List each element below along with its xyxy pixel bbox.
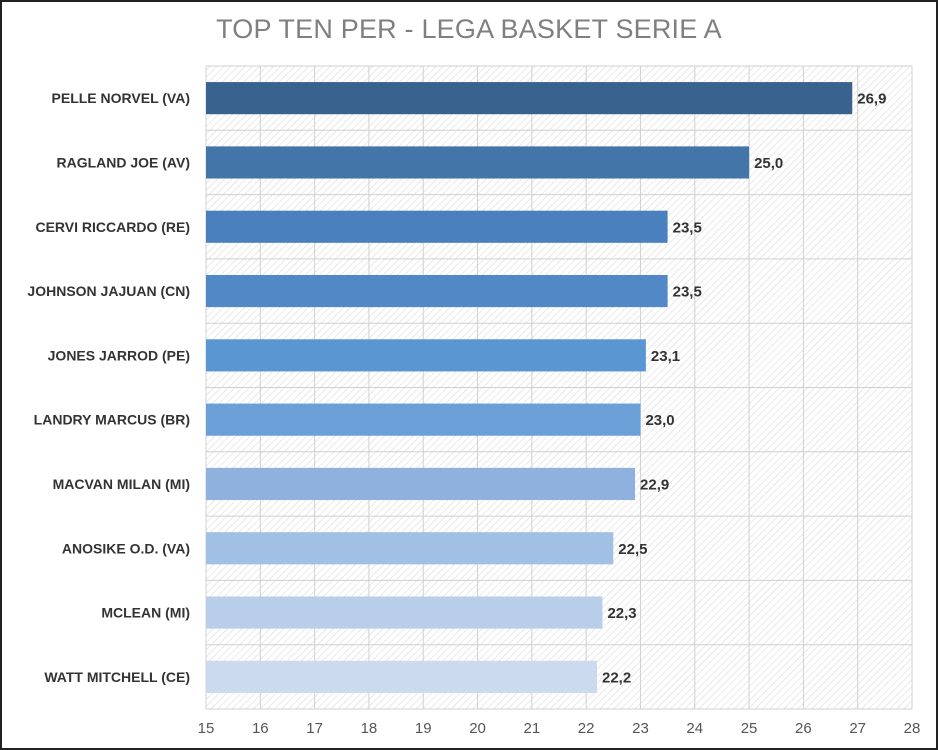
category-label: ANOSIKE O.D. (VA) xyxy=(62,540,190,556)
bar-value-label: 22,9 xyxy=(640,476,669,493)
x-tick-label: 22 xyxy=(578,720,595,737)
bar-value-label: 23,5 xyxy=(673,219,702,236)
bar-value-label: 26,9 xyxy=(857,91,886,108)
x-tick-label: 24 xyxy=(686,720,703,737)
bar xyxy=(206,596,603,629)
bar-value-label: 22,5 xyxy=(618,541,647,558)
x-tick-label: 23 xyxy=(632,720,649,737)
category-label: JOHNSON JAJUAN (CN) xyxy=(27,283,190,299)
x-tick-label: 28 xyxy=(904,720,921,737)
bar xyxy=(206,82,853,115)
bar xyxy=(206,660,598,693)
category-label: MCLEAN (MI) xyxy=(101,605,190,621)
bar-value-label: 23,1 xyxy=(651,348,680,365)
x-tick-label: 15 xyxy=(198,720,215,737)
bar xyxy=(206,467,636,501)
x-tick-label: 17 xyxy=(306,720,323,737)
x-tick-label: 18 xyxy=(361,720,378,737)
bar xyxy=(206,146,750,179)
bar-value-label: 25,0 xyxy=(754,155,783,172)
x-tick-label: 19 xyxy=(415,720,432,737)
category-label: PELLE NORVEL (VA) xyxy=(52,90,190,106)
bar-value-label: 23,0 xyxy=(645,412,674,429)
category-label: CERVI RICCARDO (RE) xyxy=(35,219,190,235)
x-tick-label: 26 xyxy=(795,720,812,737)
category-label: LANDRY MARCUS (BR) xyxy=(34,412,190,428)
x-tick-label: 20 xyxy=(469,720,486,737)
bar-value-label: 22,3 xyxy=(607,605,636,622)
bar xyxy=(206,210,668,243)
chart-title: TOP TEN PER - LEGA BASKET SERIE A xyxy=(216,14,722,44)
bar xyxy=(206,274,668,308)
category-label: WATT MITCHELL (CE) xyxy=(44,669,190,685)
bar xyxy=(206,532,614,565)
bar xyxy=(206,339,646,372)
bar-value-label: 22,2 xyxy=(602,669,631,686)
x-tick-label: 16 xyxy=(252,720,269,737)
bar xyxy=(206,403,641,436)
x-tick-label: 25 xyxy=(741,720,758,737)
category-label: MACVAN MILAN (MI) xyxy=(53,476,190,492)
x-tick-label: 21 xyxy=(524,720,541,737)
category-label: RAGLAND JOE (AV) xyxy=(56,154,190,170)
bar-value-label: 23,5 xyxy=(673,284,702,301)
x-tick-label: 27 xyxy=(849,720,866,737)
category-label: JONES JARROD (PE) xyxy=(48,347,190,363)
